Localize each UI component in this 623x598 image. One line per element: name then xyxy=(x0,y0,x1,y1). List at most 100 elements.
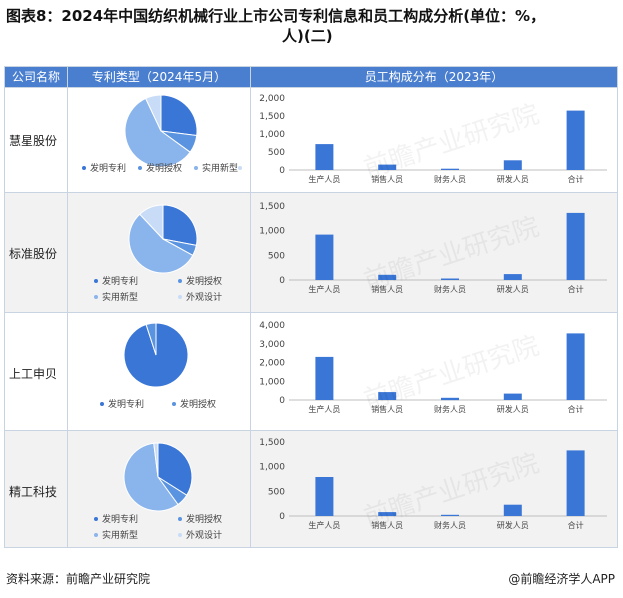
legend-label: 发明授权 xyxy=(186,513,222,525)
table-row: 慧星股份 发明专利 发明授权 实用新型 0 500 1,000 1,500 2,000 生产人… xyxy=(5,87,617,192)
x-tick-label: 财务人员 xyxy=(434,284,466,294)
header-staff: 员工构成分布（2023年） xyxy=(251,67,617,87)
bar xyxy=(315,356,334,400)
x-tick-label: 合计 xyxy=(568,284,584,294)
table-row: 精工科技 发明专利 发明授权 实用新型 外观设计 0 500 1,000 1,500 生产人员… xyxy=(5,430,617,547)
source-note: 资料来源：前瞻产业研究院 xyxy=(6,572,151,586)
bar xyxy=(566,450,585,516)
y-tick-label: 500 xyxy=(268,251,285,261)
legend-marker xyxy=(94,279,98,283)
company-name: 上工申贝 xyxy=(9,367,58,381)
bar xyxy=(441,168,459,170)
column-divider xyxy=(250,67,251,547)
legend-label: 发明授权 xyxy=(146,162,182,174)
legend-marker xyxy=(178,295,182,299)
company-name: 精工科技 xyxy=(9,485,58,499)
bar xyxy=(441,514,459,516)
legend-label: 发明专利 xyxy=(102,513,138,525)
bar xyxy=(566,110,585,170)
chart-title-line1: 图表8：2024年中国纺织机械行业上市公司专利信息和员工构成分析(单位：%， xyxy=(6,7,546,25)
x-tick-label: 生产人员 xyxy=(308,284,340,294)
legend-label: 实用新型 xyxy=(102,529,138,541)
legend-marker xyxy=(178,533,182,537)
x-tick-label: 销售人员 xyxy=(371,284,403,294)
pie-slice xyxy=(145,322,157,356)
y-tick-label: 500 xyxy=(268,487,285,497)
legend-marker xyxy=(172,402,176,406)
x-tick-label: 合计 xyxy=(568,520,584,530)
legend-marker xyxy=(100,402,104,406)
legend-marker xyxy=(94,517,98,521)
bar xyxy=(503,393,522,400)
x-tick-label: 研发人员 xyxy=(497,520,529,530)
y-tick-label: 0 xyxy=(279,396,285,406)
y-tick-label: 2,000 xyxy=(259,359,285,369)
x-tick-label: 销售人员 xyxy=(371,404,403,414)
y-tick-label: 2,000 xyxy=(259,94,285,104)
y-tick-label: 3,000 xyxy=(259,340,285,350)
bar xyxy=(503,504,522,516)
header-company: 公司名称 xyxy=(5,67,67,87)
y-tick-label: 1,500 xyxy=(259,112,285,122)
y-tick-label: 500 xyxy=(268,148,285,158)
x-tick-label: 研发人员 xyxy=(497,284,529,294)
patent-pie-chart: 发明专利 发明授权 xyxy=(100,322,216,410)
legend-marker xyxy=(94,533,98,537)
header-patent: 专利类型（2024年5月） xyxy=(68,67,250,87)
pie-slice xyxy=(153,442,159,478)
legend-label: 外观设计 xyxy=(186,291,222,303)
patent-pie-chart: 发明专利 发明授权 实用新型 xyxy=(82,94,242,174)
bar xyxy=(503,160,522,170)
legend-label: 发明专利 xyxy=(102,275,138,287)
x-tick-label: 财务人员 xyxy=(434,404,466,414)
y-tick-label: 0 xyxy=(279,512,285,522)
legend-label: 实用新型 xyxy=(102,291,138,303)
chart-title-line2: 人)(二) xyxy=(282,27,333,45)
y-tick-label: 1,000 xyxy=(259,377,285,387)
pie-slice xyxy=(145,94,162,132)
legend-marker xyxy=(194,166,198,170)
y-tick-label: 1,000 xyxy=(259,227,285,237)
table-row: 标准股份 发明专利 发明授权 实用新型 外观设计 0 500 1,000 1,500 生产人员… xyxy=(5,192,617,312)
bar xyxy=(378,392,397,400)
x-tick-label: 销售人员 xyxy=(371,174,403,184)
pie-slice xyxy=(123,442,179,512)
legend-marker xyxy=(238,166,242,170)
y-tick-label: 4,000 xyxy=(259,321,285,331)
legend-marker xyxy=(82,166,86,170)
legend-marker xyxy=(94,295,98,299)
pie-slice xyxy=(162,204,198,246)
bar xyxy=(441,397,459,401)
watermark: 前瞻产业研究院 xyxy=(360,331,542,416)
legend-label: 发明授权 xyxy=(180,398,216,410)
bar xyxy=(315,477,334,516)
watermark: 前瞻产业研究院 xyxy=(360,100,542,185)
pie-slice xyxy=(160,94,198,137)
legend-label: 发明授权 xyxy=(186,275,222,287)
x-tick-label: 合计 xyxy=(568,404,584,414)
legend-label: 实用新型 xyxy=(202,162,238,174)
legend-marker xyxy=(178,279,182,283)
bar xyxy=(441,278,459,280)
y-tick-label: 1,500 xyxy=(259,438,285,448)
bar xyxy=(566,212,585,280)
x-tick-label: 合计 xyxy=(568,174,584,184)
data-table: 公司名称 专利类型（2024年5月） 员工构成分布（2023年） 慧星股份 发明… xyxy=(4,66,618,548)
pie-slice xyxy=(124,97,191,168)
pie-slice xyxy=(139,204,164,241)
company-name: 标准股份 xyxy=(9,247,58,261)
staff-bar-chart: 0 500 1,000 1,500 2,000 生产人员 销售人员 财务人员 研发人员 合计 前瞻产… xyxy=(259,94,607,185)
x-tick-label: 销售人员 xyxy=(371,520,403,530)
column-divider xyxy=(67,67,68,547)
legend-label: 发明专利 xyxy=(90,162,126,174)
legend-marker xyxy=(178,517,182,521)
x-tick-label: 研发人员 xyxy=(497,174,529,184)
bar xyxy=(315,144,334,170)
table-row: 上工申贝 发明专利 发明授权 0 1,000 2,000 3,000 4,000 生产人员 销… xyxy=(5,312,617,430)
legend-label: 发明专利 xyxy=(108,398,144,410)
x-tick-label: 财务人员 xyxy=(434,520,466,530)
